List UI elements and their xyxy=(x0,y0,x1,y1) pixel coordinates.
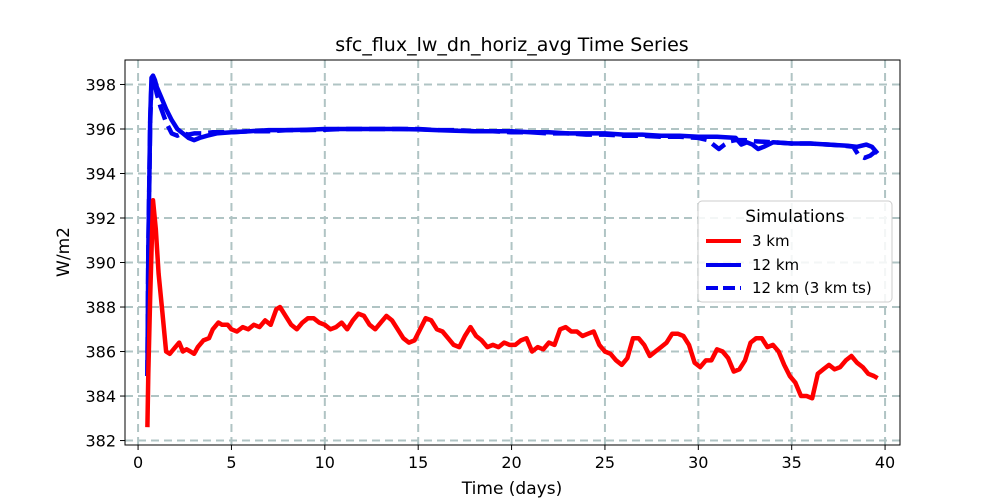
plot-frame xyxy=(124,59,901,446)
x-tick-label: 30 xyxy=(688,453,708,472)
y-tick-label: 388 xyxy=(85,298,116,317)
x-tick-label: 15 xyxy=(408,453,428,472)
legend-title: Simulations xyxy=(745,207,845,227)
legend-label-12km: 12 km xyxy=(752,256,799,274)
x-tick-label: 40 xyxy=(875,453,895,472)
y-tick-label: 384 xyxy=(85,387,116,406)
series-line-12-km-3-km-ts xyxy=(145,77,878,377)
x-axis-label: Time (days) xyxy=(461,479,562,499)
y-axis-label: W/m2 xyxy=(54,227,74,277)
legend-label-3km: 3 km xyxy=(752,232,790,250)
y-tick-label: 398 xyxy=(85,75,116,94)
x-tick-label: 5 xyxy=(226,453,236,472)
legend: Simulations 3 km 12 km 12 km (3 km ts) xyxy=(697,200,893,303)
y-tick-label: 390 xyxy=(85,254,116,273)
y-axis-ticks: 382 384 386 388 390 392 394 396 398 xyxy=(85,75,125,451)
y-tick-label: 394 xyxy=(85,164,116,183)
x-tick-label: 25 xyxy=(595,453,615,472)
legend-label-12km-3km-ts: 12 km (3 km ts) xyxy=(752,279,872,297)
x-axis-ticks: 0 5 10 15 20 25 30 35 40 xyxy=(133,445,895,472)
x-tick-label: 0 xyxy=(133,453,143,472)
series-line-3-km xyxy=(145,197,879,428)
series-line-12-km xyxy=(145,73,880,377)
series-layer xyxy=(145,73,880,428)
legend-box xyxy=(697,200,893,303)
y-tick-label: 396 xyxy=(85,120,116,139)
x-tick-label: 35 xyxy=(782,453,802,472)
x-tick-label: 10 xyxy=(315,453,335,472)
x-tick-label: 20 xyxy=(501,453,521,472)
y-tick-label: 392 xyxy=(85,209,116,228)
y-tick-label: 382 xyxy=(85,432,116,451)
chart-title: sfc_flux_lw_dn_horiz_avg Time Series xyxy=(335,34,688,56)
y-tick-label: 386 xyxy=(85,343,116,362)
